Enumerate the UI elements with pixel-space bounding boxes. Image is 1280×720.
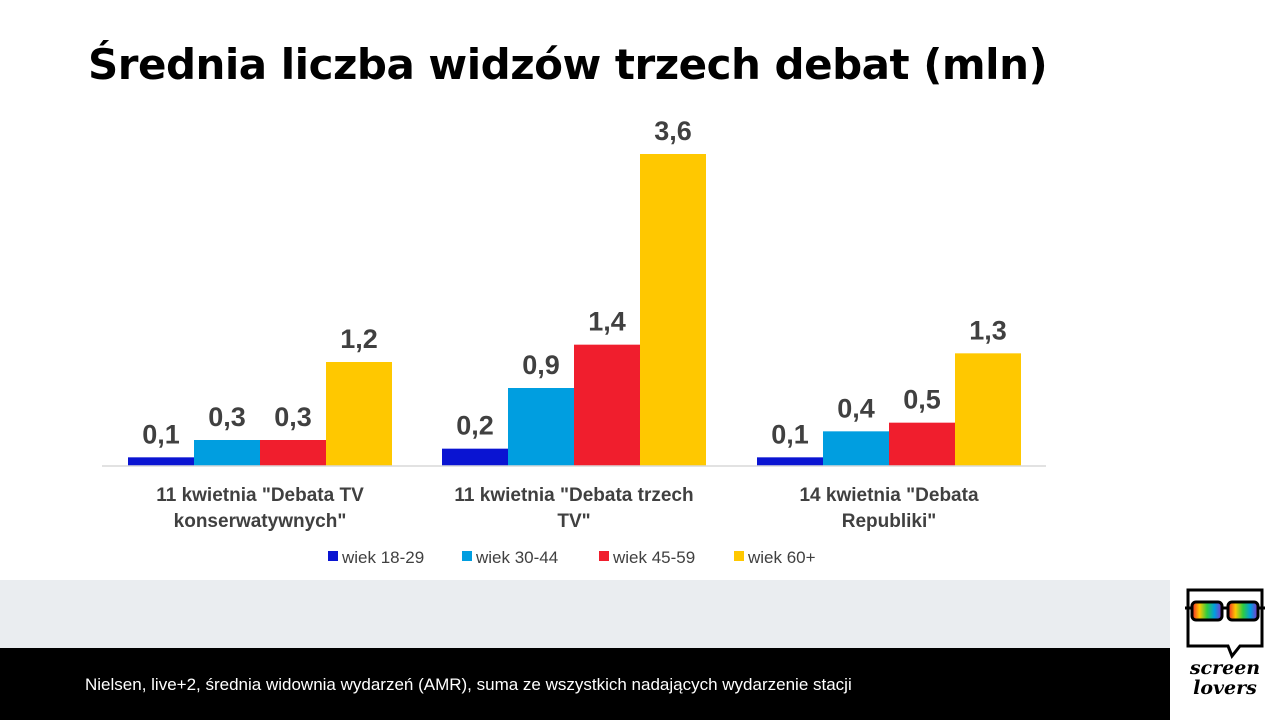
source-note: Nielsen, live+2, średnia widownia wydarz… xyxy=(85,675,852,694)
legend-swatch-3 xyxy=(734,551,744,561)
category-label-1-line-0: 11 kwietnia "Debata trzech xyxy=(454,485,693,506)
category-label-2-line-0: 14 kwietnia "Debata xyxy=(799,485,978,506)
bar-0-2 xyxy=(260,440,326,466)
value-labels-group: 0,1 0,3 0,3 1,2 0,2 0,9 1,4 3,6 0,1 0,4 0,5 1,3 xyxy=(142,116,1007,449)
screen-lovers-logo: screen lovers xyxy=(1170,580,1280,720)
legend-swatch-2 xyxy=(599,551,609,561)
value-label-0-2: 0,3 xyxy=(274,402,312,432)
category-label-0-line-1: konserwatywnych" xyxy=(174,511,347,532)
legend-label-3: wiek 60+ xyxy=(747,548,816,567)
bar-2-1 xyxy=(823,431,889,466)
value-label-1-2: 1,4 xyxy=(588,307,626,337)
bar-1-1 xyxy=(508,388,574,466)
grey-band xyxy=(0,580,1170,648)
legend-label-0: wiek 18-29 xyxy=(341,548,424,567)
bar-0-1 xyxy=(194,440,260,466)
category-label-2-line-1: Republiki" xyxy=(842,511,937,532)
footer-bar xyxy=(0,648,1170,720)
category-label-0-line-0: 11 kwietnia "Debata TV xyxy=(156,485,364,506)
value-label-1-3: 3,6 xyxy=(654,116,692,146)
bars-group xyxy=(128,154,1021,466)
logo-wordmark: screen lovers xyxy=(1170,658,1280,698)
bar-1-3 xyxy=(640,154,706,466)
value-label-2-2: 0,5 xyxy=(903,385,941,415)
bar-2-0 xyxy=(757,457,823,466)
legend-swatch-1 xyxy=(462,551,472,561)
category-labels-group: 11 kwietnia "Debata TV konserwatywnych" 11… xyxy=(156,485,979,532)
bar-1-2 xyxy=(574,344,640,466)
glasses-icon xyxy=(1185,588,1265,659)
value-label-2-3: 1,3 xyxy=(969,315,1007,345)
category-label-1-line-1: TV" xyxy=(557,511,590,532)
legend-swatch-0 xyxy=(328,551,338,561)
value-label-0-0: 0,1 xyxy=(142,419,180,449)
bar-1-0 xyxy=(442,448,508,466)
value-label-1-0: 0,2 xyxy=(456,411,494,441)
legend-label-2: wiek 45-59 xyxy=(612,548,695,567)
legend: wiek 18-29 wiek 30-44 wiek 45-59 wiek 60+ xyxy=(328,548,816,567)
chart-title: Średnia liczba widzów trzech debat (mln) xyxy=(88,40,1048,89)
value-label-0-3: 1,2 xyxy=(340,324,378,354)
bar-0-0 xyxy=(128,457,194,466)
value-label-0-1: 0,3 xyxy=(208,402,246,432)
value-label-1-1: 0,9 xyxy=(522,350,560,380)
logo-word-2: lovers xyxy=(1193,677,1257,699)
bar-2-2 xyxy=(889,422,955,466)
bar-0-3 xyxy=(326,362,392,466)
value-label-2-0: 0,1 xyxy=(771,419,809,449)
logo-word-1: screen xyxy=(1189,657,1261,679)
value-label-2-1: 0,4 xyxy=(837,393,875,423)
bar-chart: 0,1 0,3 0,3 1,2 0,2 0,9 1,4 3,6 0,1 0,4 0,5 1,3 11 … xyxy=(102,116,1046,567)
bar-2-3 xyxy=(955,353,1021,466)
legend-label-1: wiek 30-44 xyxy=(475,548,558,567)
